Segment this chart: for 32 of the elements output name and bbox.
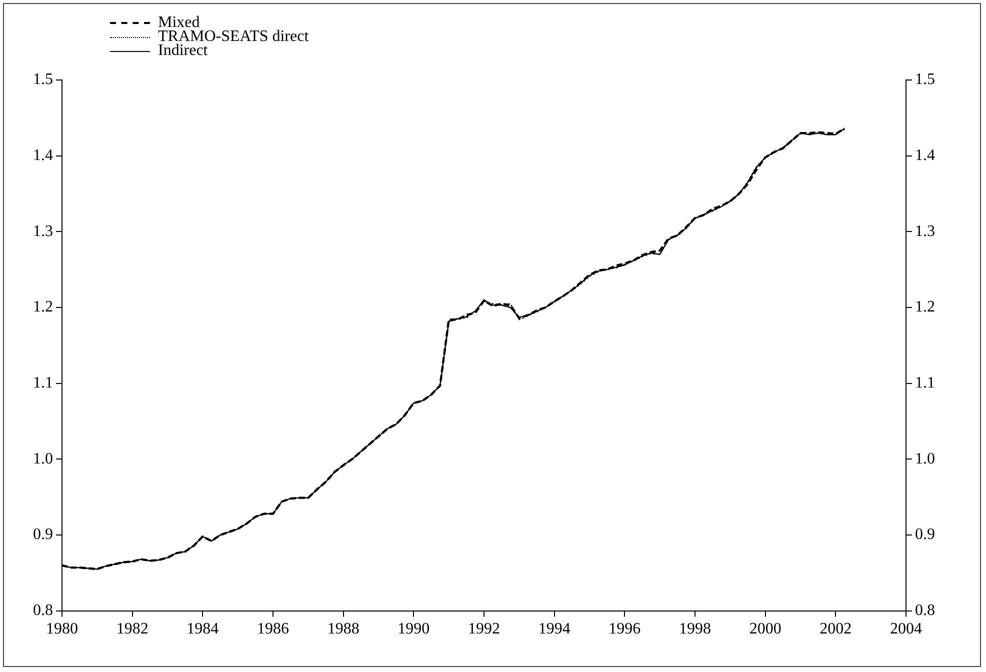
y2-tick-label: 1.4	[915, 147, 935, 164]
y-tick-label: 0.8	[33, 602, 53, 620]
x-tick-label: 1990	[398, 620, 430, 638]
legend-label: TRAMO-SEATS direct	[158, 28, 309, 45]
x-tick-label: 1988	[327, 620, 360, 638]
y-tick-label: 0.9	[33, 526, 53, 544]
x-tick-label: 1980	[46, 620, 78, 638]
y-tick-label: 1.4	[33, 147, 53, 164]
x-tick-label: 2000	[749, 620, 782, 638]
x-tick-label: 1996	[608, 620, 641, 638]
y-tick-label: 1.1	[33, 374, 53, 392]
y-tick-label: 1.0	[33, 450, 53, 468]
y2-tick-label: 1.5	[915, 71, 935, 88]
legend-label: Indirect	[158, 42, 208, 59]
x-tick-label: 1984	[186, 620, 219, 638]
x-tick-label: 1982	[116, 620, 148, 638]
x-tick-label: 2002	[820, 620, 852, 638]
y2-tick-label: 1.1	[915, 374, 935, 392]
x-tick-label: 2004	[890, 620, 922, 638]
y2-tick-label: 0.9	[915, 526, 935, 544]
legend-label: Mixed	[158, 14, 200, 31]
x-tick-label: 1986	[257, 620, 289, 638]
y2-tick-label: 1.3	[915, 222, 935, 240]
y2-tick-label: 0.8	[915, 602, 935, 620]
x-tick-label: 1992	[468, 620, 500, 638]
y-tick-label: 1.5	[33, 71, 53, 88]
x-tick-label: 1994	[538, 620, 570, 638]
y-tick-label: 1.3	[33, 222, 53, 240]
y-tick-label: 1.2	[33, 298, 53, 316]
x-tick-label: 1998	[679, 620, 711, 638]
y2-tick-label: 1.0	[915, 450, 935, 468]
y2-tick-label: 1.2	[915, 298, 935, 316]
